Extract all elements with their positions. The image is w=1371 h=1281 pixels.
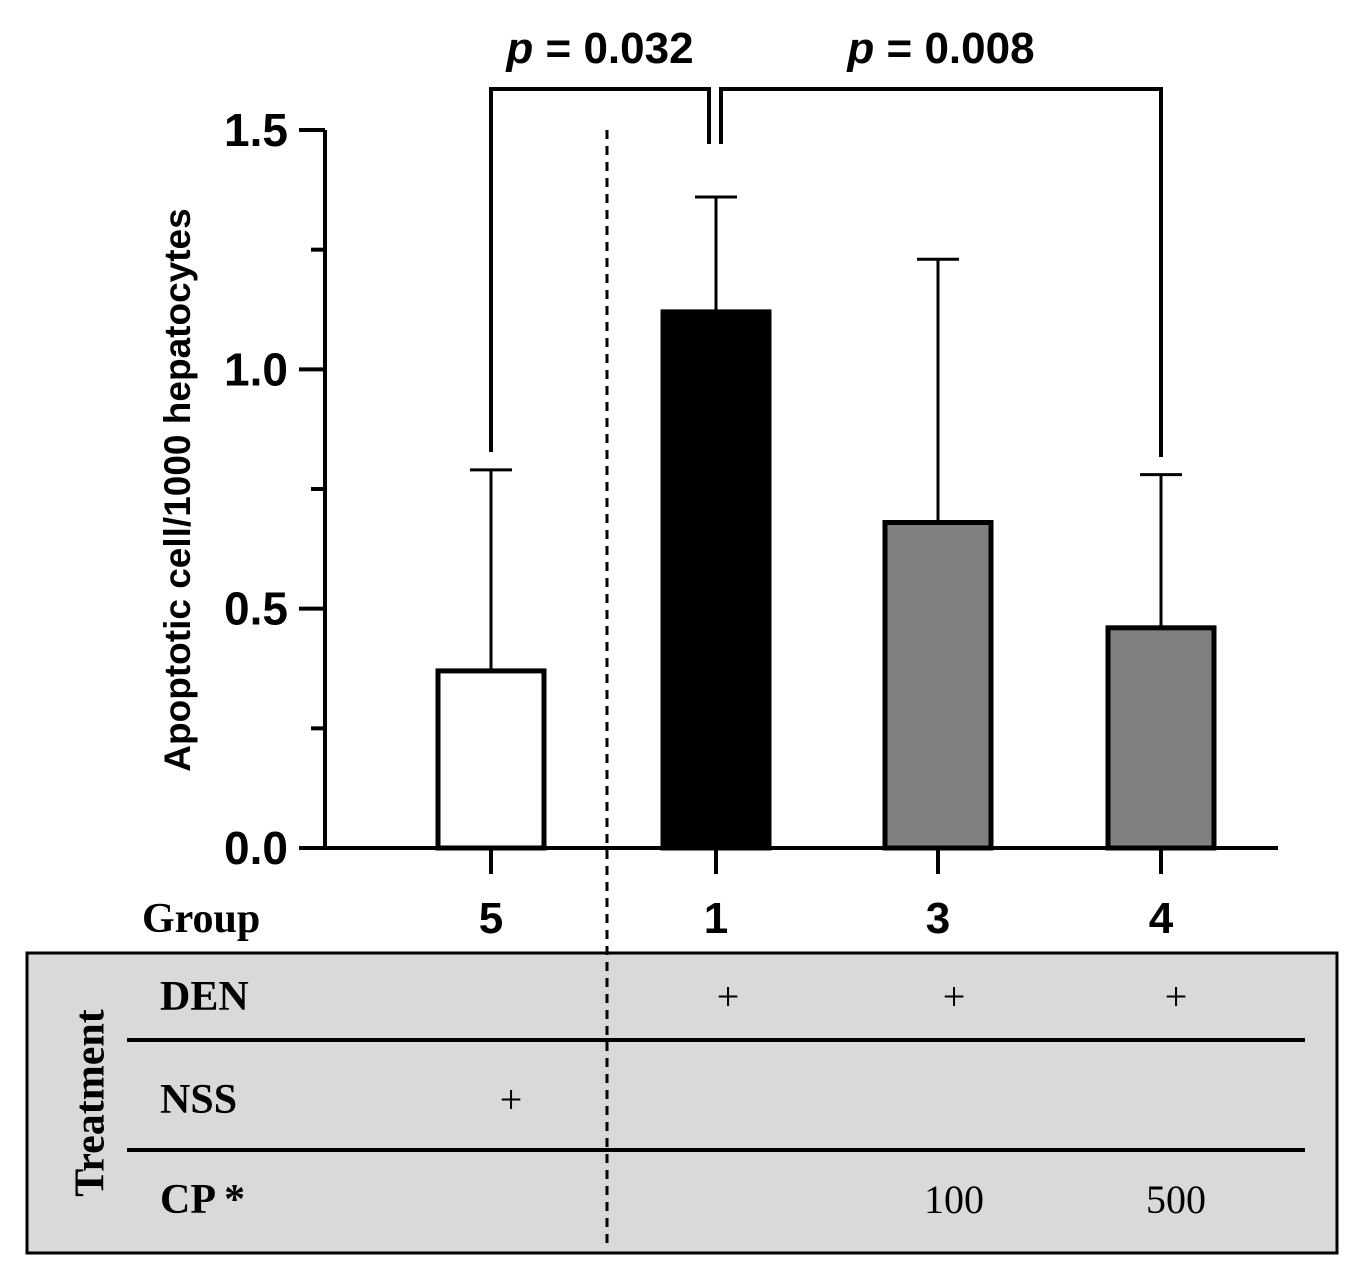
p-symbol: p [505, 24, 533, 73]
table-row-label: DEN [160, 974, 249, 1020]
y-tick-label: 1.0 [224, 343, 288, 395]
bar-group-3 [882, 520, 994, 851]
p-value-label: p = 0.008 [846, 24, 1034, 73]
significance-bracket [719, 87, 1163, 457]
treatment-table [25, 951, 1339, 1255]
x-tick-label: 3 [926, 894, 950, 943]
p-value: = 0.032 [533, 24, 693, 73]
bar-group-5 [435, 668, 547, 851]
p-symbol: p [846, 24, 874, 73]
y-axis-title: Apoptotic cell/1000 hepatocytes [157, 208, 198, 771]
bar-group-1 [660, 309, 772, 851]
x-tick-label: 4 [1149, 894, 1174, 943]
y-tick-label: 0.5 [224, 583, 288, 635]
table-title: Treatment [68, 1009, 114, 1196]
table-cell: + [500, 1077, 523, 1122]
table-cell: 500 [1146, 1177, 1206, 1222]
y-tick-label: 1.5 [224, 104, 288, 156]
y-tick-label: 0.0 [224, 822, 288, 874]
x-axis-title: Group [142, 896, 260, 942]
table-cell: 100 [924, 1177, 984, 1222]
p-value-label: p = 0.032 [505, 24, 693, 73]
table-cell: + [717, 974, 740, 1019]
p-value: = 0.008 [874, 24, 1034, 73]
significance-bracket [489, 87, 711, 452]
table-row-label: NSS [160, 1077, 237, 1123]
table-row-label: CP * [160, 1177, 245, 1223]
x-tick-label: 1 [704, 894, 728, 943]
table-cell: + [1165, 974, 1188, 1019]
bar-group-4 [1105, 625, 1217, 851]
x-tick-label: 5 [479, 894, 503, 943]
table-cell: + [943, 974, 966, 1019]
